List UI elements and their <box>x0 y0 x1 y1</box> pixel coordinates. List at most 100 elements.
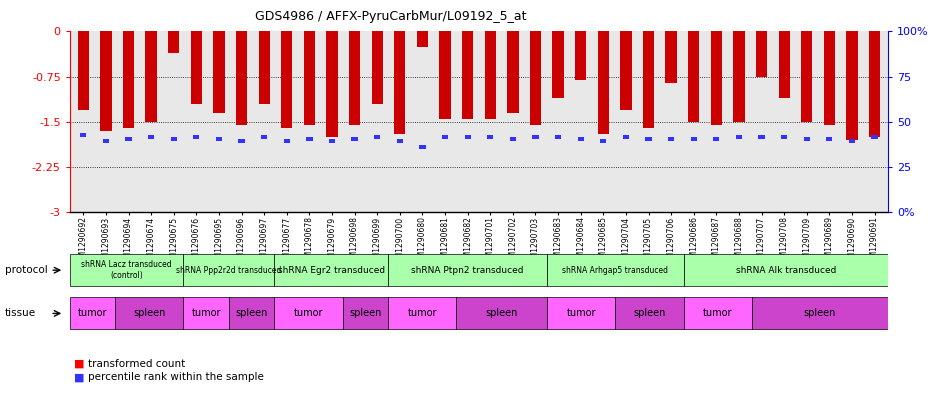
Text: spleen: spleen <box>133 309 166 318</box>
Bar <box>457 298 547 329</box>
Bar <box>229 298 274 329</box>
Bar <box>238 139 245 143</box>
Bar <box>751 298 888 329</box>
Bar <box>352 137 358 141</box>
Text: spleen: spleen <box>235 309 268 318</box>
Bar <box>759 135 764 139</box>
Bar <box>374 135 380 139</box>
Text: ■: ■ <box>74 372 85 382</box>
Bar <box>261 135 267 139</box>
Text: shRNA Lacz transduced
(control): shRNA Lacz transduced (control) <box>81 261 172 280</box>
Bar <box>326 31 338 137</box>
Bar <box>274 298 342 329</box>
Bar <box>801 31 813 122</box>
Bar <box>148 135 154 139</box>
Bar <box>183 254 274 286</box>
Bar <box>487 135 493 139</box>
Bar <box>145 31 157 122</box>
Bar <box>168 31 179 53</box>
Bar <box>713 137 720 141</box>
Text: shRNA Ppp2r2d transduced: shRNA Ppp2r2d transduced <box>176 266 282 275</box>
Bar <box>419 145 426 149</box>
Bar <box>575 31 586 80</box>
Text: spleen: spleen <box>804 309 836 318</box>
Bar <box>281 31 292 128</box>
Bar <box>547 254 684 286</box>
Bar <box>78 31 89 110</box>
Bar <box>80 133 86 137</box>
Bar <box>846 31 857 140</box>
Bar <box>684 254 888 286</box>
Bar <box>103 139 109 143</box>
Text: percentile rank within the sample: percentile rank within the sample <box>88 372 264 382</box>
Bar <box>191 31 202 104</box>
Text: tumor: tumor <box>703 309 733 318</box>
Bar <box>616 298 684 329</box>
Bar <box>126 137 132 141</box>
Bar <box>871 135 878 139</box>
Bar <box>170 137 177 141</box>
Bar <box>555 135 561 139</box>
Text: shRNA Arhgap5 transduced: shRNA Arhgap5 transduced <box>563 266 669 275</box>
Bar <box>736 135 742 139</box>
Text: tissue: tissue <box>5 309 35 318</box>
Text: ■: ■ <box>74 358 85 369</box>
Bar <box>510 137 516 141</box>
Bar <box>193 135 199 139</box>
Text: tumor: tumor <box>566 309 596 318</box>
Text: protocol: protocol <box>5 265 47 275</box>
Bar <box>623 135 629 139</box>
Bar <box>183 298 229 329</box>
Bar <box>442 135 448 139</box>
Bar <box>645 137 652 141</box>
Bar <box>70 254 183 286</box>
Text: tumor: tumor <box>78 309 107 318</box>
Bar <box>397 139 403 143</box>
Bar <box>329 139 335 143</box>
Bar <box>259 31 270 104</box>
Bar <box>684 298 751 329</box>
Bar <box>849 139 855 143</box>
Bar <box>236 31 247 125</box>
Bar <box>70 298 115 329</box>
Text: tumor: tumor <box>192 309 221 318</box>
Bar <box>439 31 451 119</box>
Bar <box>532 135 538 139</box>
Bar <box>756 31 767 77</box>
Bar <box>666 31 677 83</box>
Bar <box>778 31 790 98</box>
Bar <box>826 137 832 141</box>
Bar <box>711 31 722 125</box>
Bar <box>274 254 388 286</box>
Text: transformed count: transformed count <box>88 358 186 369</box>
Bar <box>804 137 810 141</box>
Bar <box>688 31 699 122</box>
Bar <box>342 298 388 329</box>
Text: tumor: tumor <box>407 309 437 318</box>
Bar <box>462 31 473 119</box>
Bar <box>123 31 134 128</box>
Bar <box>733 31 745 122</box>
Bar <box>824 31 835 125</box>
Bar <box>620 31 631 110</box>
Bar <box>600 139 606 143</box>
Bar <box>547 298 616 329</box>
Bar <box>552 31 564 98</box>
Bar <box>284 139 290 143</box>
Bar <box>372 31 383 104</box>
Bar <box>417 31 428 46</box>
Text: tumor: tumor <box>294 309 324 318</box>
Bar <box>213 31 225 113</box>
Text: spleen: spleen <box>633 309 666 318</box>
Text: spleen: spleen <box>349 309 381 318</box>
Bar <box>216 137 222 141</box>
Bar <box>668 137 674 141</box>
Bar <box>306 137 312 141</box>
Bar <box>394 31 405 134</box>
Text: shRNA Ptpn2 transduced: shRNA Ptpn2 transduced <box>411 266 524 275</box>
Bar <box>691 137 697 141</box>
Text: shRNA Alk transduced: shRNA Alk transduced <box>736 266 836 275</box>
Bar <box>388 254 547 286</box>
Text: shRNA Egr2 transduced: shRNA Egr2 transduced <box>278 266 385 275</box>
Bar <box>869 31 880 137</box>
